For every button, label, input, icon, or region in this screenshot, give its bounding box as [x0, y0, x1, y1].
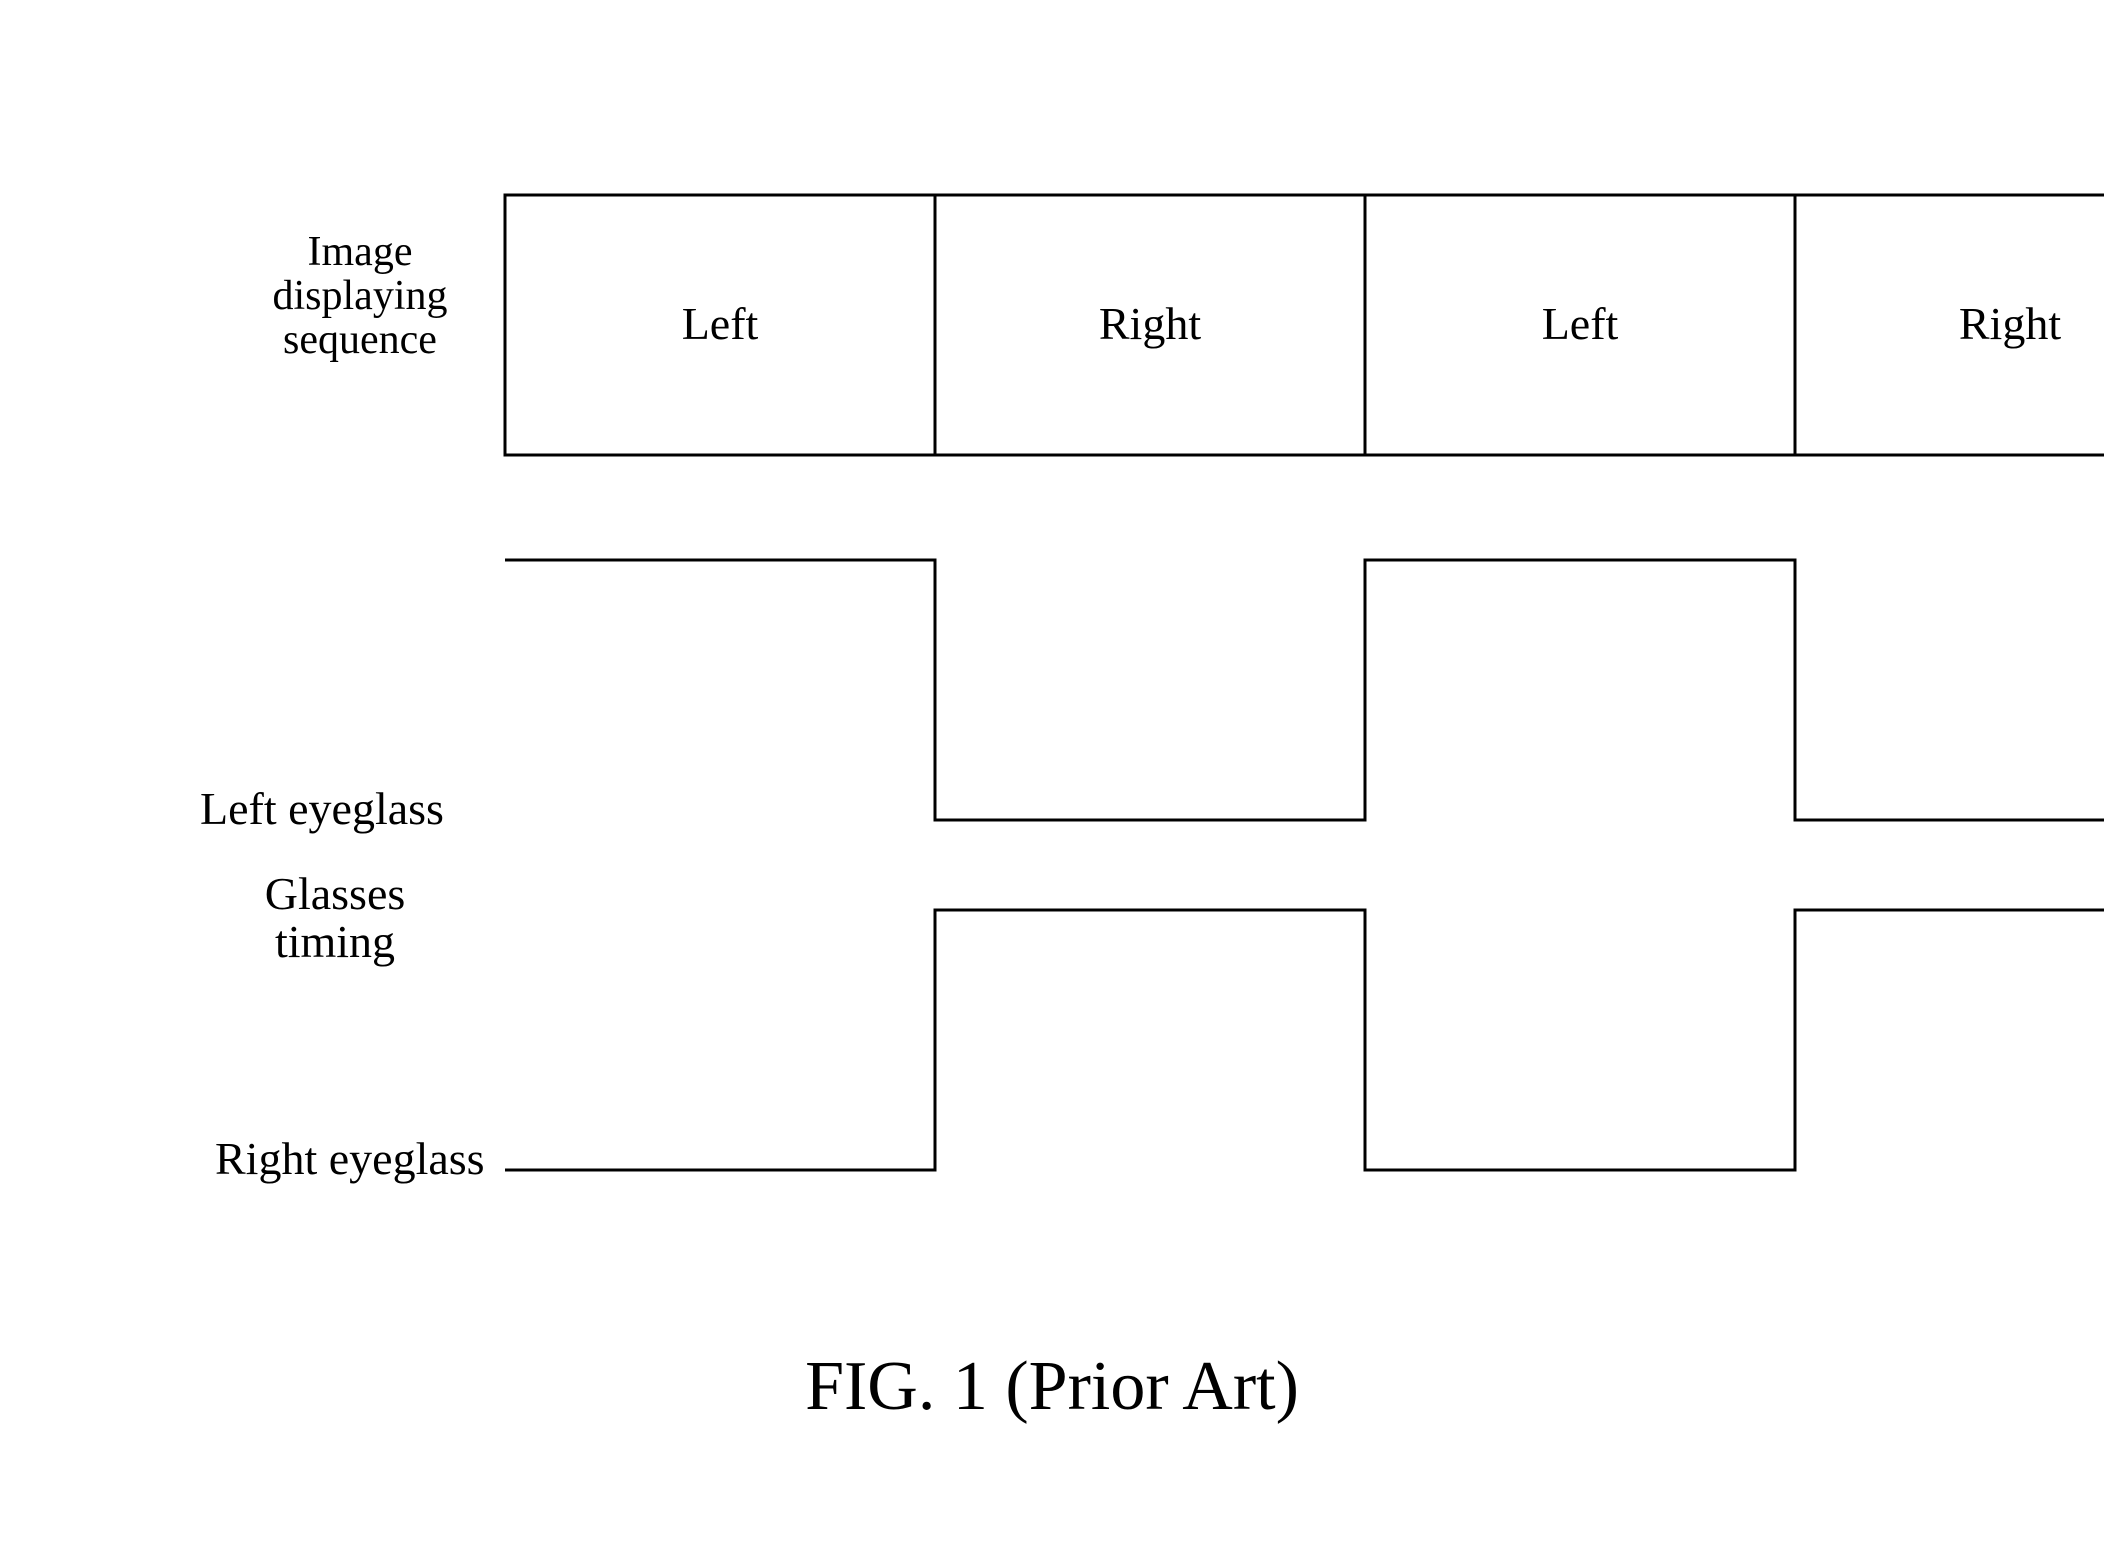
left-eyeglass-waveform [505, 560, 2104, 820]
right-eyeglass-waveform [505, 910, 2104, 1170]
figure-caption: FIG. 1 (Prior Art) [0, 1350, 2104, 1424]
timing-waveforms-svg [0, 0, 2104, 1567]
diagram-stage: Image displaying sequence Left Right Lef… [0, 0, 2104, 1567]
